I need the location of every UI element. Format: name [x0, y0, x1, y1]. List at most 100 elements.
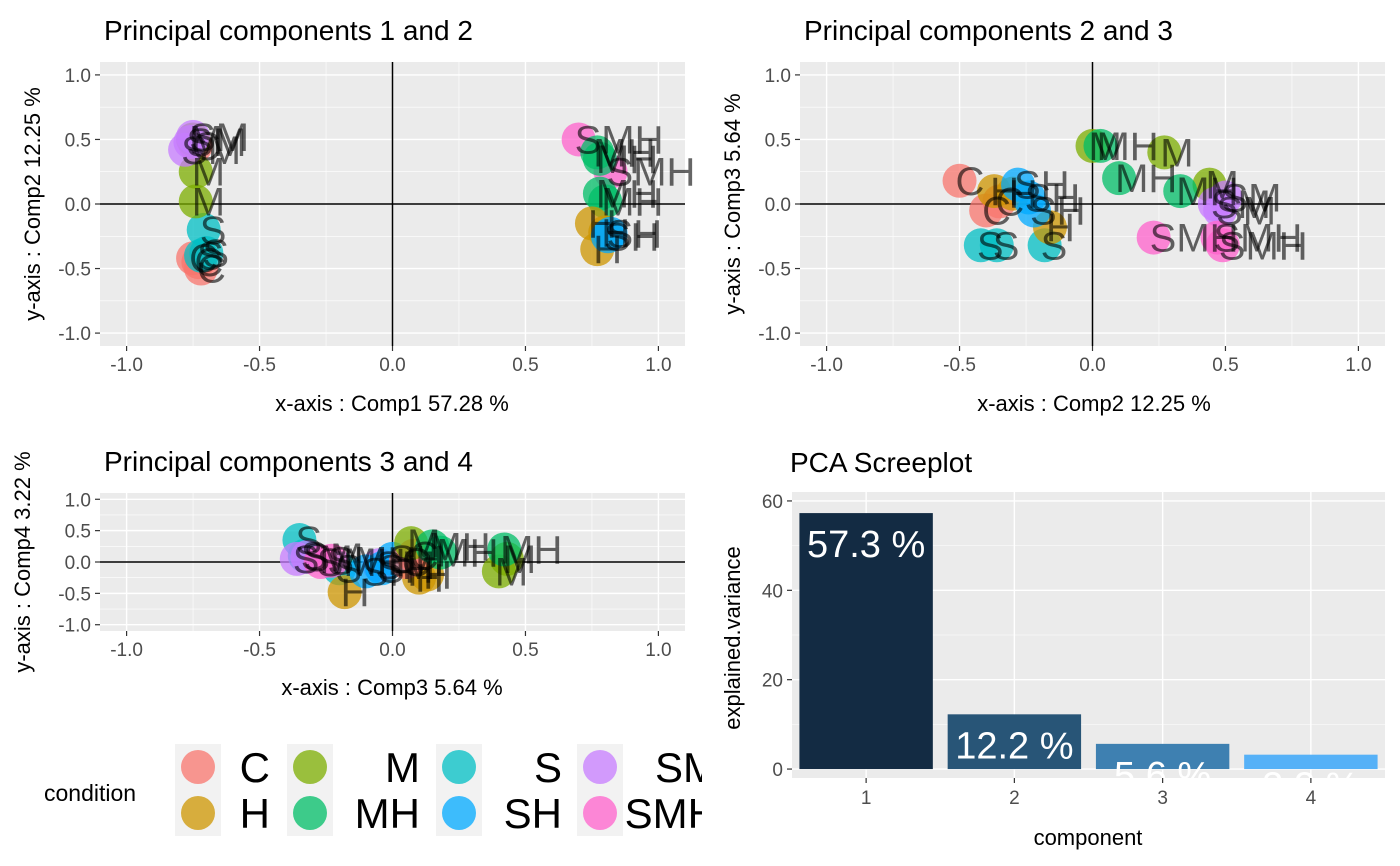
data-point	[1136, 220, 1171, 255]
point-label: MH	[500, 528, 562, 572]
bar-value-label: 57.3 %	[807, 524, 925, 566]
plot-title: Principal components 1 and 2	[104, 15, 473, 46]
x-tick-label: 2	[1009, 788, 1020, 809]
data-point	[314, 543, 349, 578]
y-tick-label: 1.0	[65, 490, 91, 511]
point-label: C	[197, 248, 226, 292]
point-label: C	[995, 180, 1024, 224]
point-label: SH	[604, 215, 660, 259]
x-tick-label: 4	[1306, 788, 1317, 809]
data-point	[178, 184, 213, 219]
x-tick-label: -1.0	[810, 355, 843, 376]
point-label: H	[601, 211, 630, 255]
legend-label: MH	[355, 790, 420, 837]
point-label: SM	[1211, 183, 1271, 227]
point-label: C	[402, 541, 431, 585]
point-label: SMH	[1150, 217, 1239, 261]
y-tick-label: 0.0	[65, 553, 91, 574]
point-label: SH	[389, 538, 445, 582]
legend-swatch	[293, 796, 327, 830]
legend-title: condition	[44, 780, 136, 806]
x-axis-title: x-axis : Comp3 5.64 %	[281, 675, 502, 700]
x-tick-label: -0.5	[943, 355, 976, 376]
x-axis-title: x-axis : Comp2 12.25 %	[977, 391, 1211, 416]
data-point	[186, 212, 221, 247]
y-axis-title: y-axis : Comp2 12.25 %	[20, 87, 45, 321]
x-tick-label: 3	[1157, 788, 1168, 809]
point-label: SM	[293, 538, 353, 582]
bar-value-label: 3.2 %	[1262, 766, 1359, 808]
point-label: M	[192, 180, 225, 224]
y-tick-label: 0.0	[65, 195, 91, 216]
bar	[947, 714, 1082, 770]
data-point	[487, 532, 522, 567]
x-tick-label: 0.0	[1079, 355, 1105, 376]
y-tick-label: 0.5	[765, 130, 791, 151]
point-label: MH	[596, 138, 658, 182]
y-tick-label: -1.0	[758, 324, 791, 345]
point-label: H	[588, 202, 617, 246]
point-label: S	[197, 235, 224, 279]
y-tick-label: 60	[762, 492, 783, 513]
x-tick-label: -1.0	[110, 355, 143, 376]
point-label: M	[407, 522, 440, 566]
point-label: SMH	[317, 541, 406, 585]
x-axis-title: x-axis : Comp1 57.28 %	[275, 391, 509, 416]
point-label: SH	[1030, 189, 1086, 233]
point-label: M	[192, 151, 225, 195]
data-point	[1083, 128, 1118, 163]
legend-swatch	[442, 750, 476, 784]
point-label: SM	[181, 129, 241, 173]
legend-label: SM	[655, 744, 718, 791]
x-tick-label: -0.5	[243, 640, 276, 661]
y-tick-label: -0.5	[58, 260, 91, 281]
data-point	[942, 163, 977, 198]
x-tick-label: 0.0	[379, 640, 405, 661]
legend-label: C	[240, 744, 270, 791]
point-label: C	[194, 241, 223, 285]
point-label: M	[495, 550, 528, 594]
x-tick-label: 1	[861, 788, 872, 809]
y-axis-title: y-axis : Comp4 3.22 %	[10, 451, 35, 672]
point-label: SMH	[327, 540, 416, 584]
data-point	[593, 216, 628, 251]
point-label: S	[1041, 224, 1068, 268]
legend-swatch	[181, 750, 215, 784]
point-label: H	[1009, 173, 1038, 217]
x-tick-label: -1.0	[110, 640, 143, 661]
legend-swatch	[583, 750, 617, 784]
point-label: M	[1089, 125, 1122, 169]
point-label: SM	[186, 121, 246, 165]
y-axis-title: y-axis : Comp3 5.64 %	[720, 93, 745, 314]
y-tick-label: 1.0	[65, 66, 91, 87]
point-label: SH	[362, 550, 418, 594]
y-tick-label: 0	[772, 760, 783, 781]
point-label: S	[977, 224, 1004, 268]
point-label: MH	[436, 532, 498, 576]
data-point	[1017, 193, 1051, 228]
point-label: SM	[1221, 177, 1281, 221]
bar-value-label: 5.6 %	[1114, 755, 1211, 797]
point-label: SMH	[1213, 217, 1302, 261]
y-tick-label: 20	[762, 671, 783, 692]
data-point	[1205, 228, 1240, 263]
x-axis-title: component	[1034, 825, 1143, 850]
point-label: H	[341, 571, 370, 615]
point-label: S	[295, 519, 322, 563]
data-point	[1102, 161, 1137, 196]
legend-swatch	[583, 796, 617, 830]
point-label: C	[189, 237, 218, 281]
legend-label: SH	[504, 790, 562, 837]
y-tick-label: -1.0	[58, 324, 91, 345]
data-point	[1147, 135, 1182, 170]
point-label: H	[1046, 206, 1075, 250]
point-label: H	[423, 554, 452, 598]
data-point	[176, 119, 211, 154]
plot-title: Principal components 3 and 4	[104, 446, 473, 477]
legend-label: S	[534, 744, 562, 791]
bar-value-label: 12.2 %	[955, 725, 1073, 767]
y-tick-label: 0.0	[765, 195, 791, 216]
